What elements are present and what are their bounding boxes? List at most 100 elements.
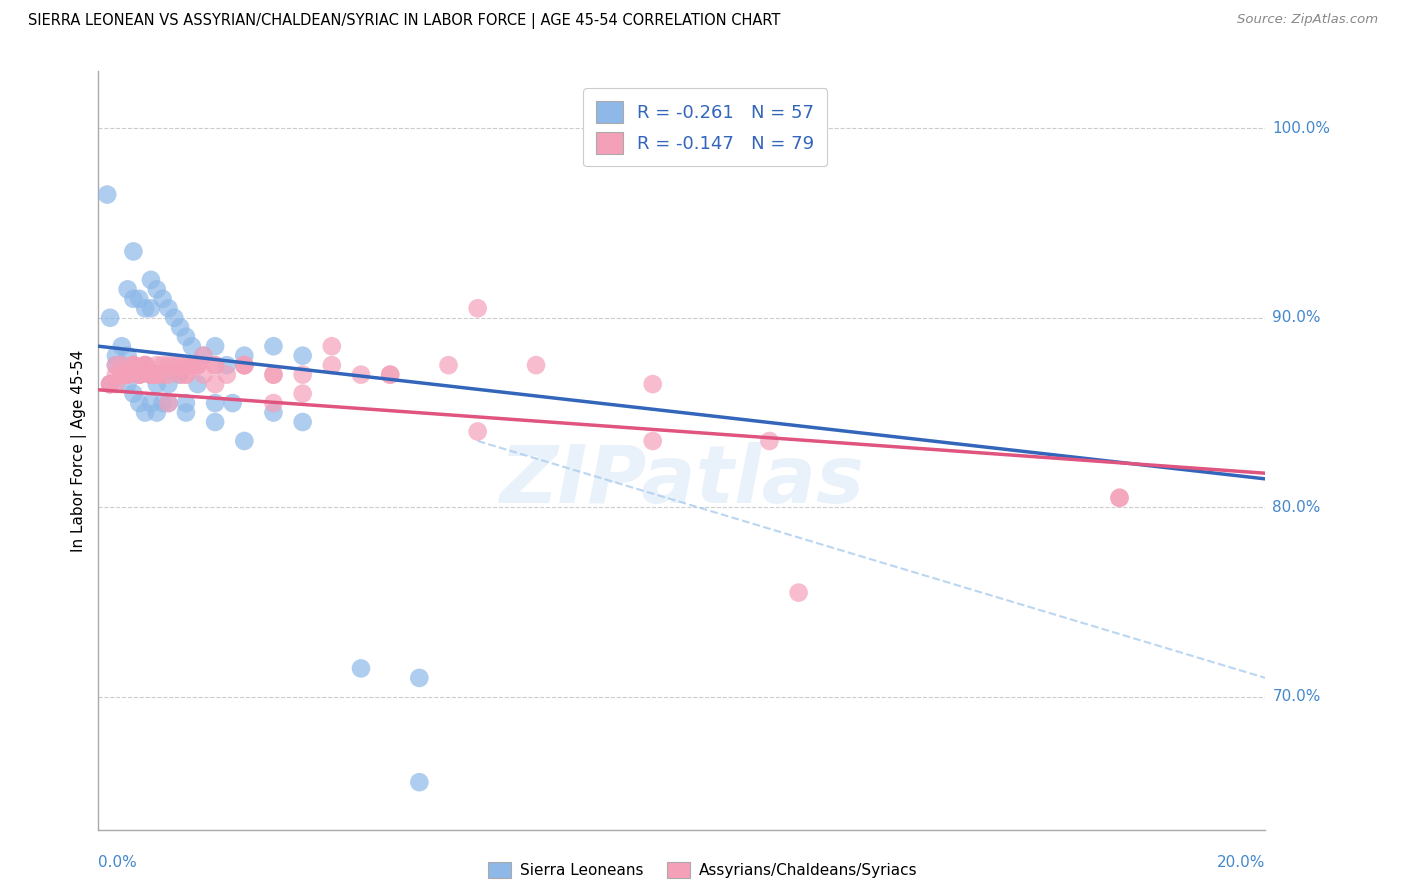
- Point: [128, 368, 150, 382]
- Point: [169, 368, 191, 382]
- Point: [98, 377, 121, 392]
- Text: 0.0%: 0.0%: [98, 855, 138, 870]
- Point: [233, 358, 256, 372]
- Point: [117, 377, 139, 392]
- Point: [174, 358, 197, 372]
- Point: [157, 396, 180, 410]
- Point: [152, 358, 174, 372]
- Point: [152, 396, 174, 410]
- Point: [163, 358, 186, 372]
- Point: [134, 358, 156, 372]
- Point: [263, 339, 285, 353]
- Point: [96, 187, 118, 202]
- Point: [215, 358, 238, 372]
- Point: [641, 377, 664, 392]
- Point: [122, 244, 145, 259]
- Point: [104, 358, 127, 372]
- Point: [204, 339, 226, 353]
- Point: [139, 368, 162, 382]
- Point: [98, 310, 121, 325]
- Text: Source: ZipAtlas.com: Source: ZipAtlas.com: [1237, 13, 1378, 27]
- Point: [187, 358, 209, 372]
- Point: [139, 273, 162, 287]
- Point: [157, 396, 180, 410]
- Point: [408, 775, 430, 789]
- Text: ZIPatlas: ZIPatlas: [499, 442, 865, 520]
- Point: [233, 434, 256, 448]
- Point: [787, 585, 810, 599]
- Point: [117, 349, 139, 363]
- Point: [350, 368, 373, 382]
- Point: [134, 358, 156, 372]
- Point: [98, 377, 121, 392]
- Point: [204, 415, 226, 429]
- Point: [758, 434, 780, 448]
- Point: [1108, 491, 1130, 505]
- Point: [263, 368, 285, 382]
- Point: [134, 358, 156, 372]
- Point: [139, 368, 162, 382]
- Point: [204, 377, 226, 392]
- Point: [157, 358, 180, 372]
- Point: [174, 405, 197, 419]
- Text: 90.0%: 90.0%: [1272, 310, 1320, 326]
- Point: [204, 358, 226, 372]
- Point: [641, 434, 664, 448]
- Point: [139, 368, 162, 382]
- Text: 100.0%: 100.0%: [1272, 120, 1330, 136]
- Point: [128, 368, 150, 382]
- Point: [117, 368, 139, 382]
- Point: [157, 377, 180, 392]
- Point: [146, 405, 169, 419]
- Point: [350, 661, 373, 675]
- Point: [111, 358, 134, 372]
- Point: [146, 377, 169, 392]
- Point: [104, 377, 127, 392]
- Point: [291, 368, 314, 382]
- Point: [163, 310, 186, 325]
- Point: [524, 358, 547, 372]
- Point: [180, 358, 202, 372]
- Point: [111, 339, 134, 353]
- Point: [169, 358, 191, 372]
- Point: [117, 282, 139, 296]
- Point: [111, 368, 134, 382]
- Point: [146, 282, 169, 296]
- Legend: R = -0.261   N = 57, R = -0.147   N = 79: R = -0.261 N = 57, R = -0.147 N = 79: [583, 88, 827, 166]
- Point: [215, 368, 238, 382]
- Y-axis label: In Labor Force | Age 45-54: In Labor Force | Age 45-54: [72, 350, 87, 551]
- Point: [408, 671, 430, 685]
- Point: [193, 349, 215, 363]
- Point: [122, 358, 145, 372]
- Point: [221, 396, 243, 410]
- Point: [174, 368, 197, 382]
- Text: SIERRA LEONEAN VS ASSYRIAN/CHALDEAN/SYRIAC IN LABOR FORCE | AGE 45-54 CORRELATIO: SIERRA LEONEAN VS ASSYRIAN/CHALDEAN/SYRI…: [28, 13, 780, 29]
- Point: [174, 330, 197, 344]
- Point: [291, 386, 314, 401]
- Point: [233, 358, 256, 372]
- Point: [146, 368, 169, 382]
- Point: [122, 292, 145, 306]
- Point: [380, 368, 402, 382]
- Point: [437, 358, 460, 372]
- Point: [146, 368, 169, 382]
- Point: [146, 358, 169, 372]
- Point: [291, 349, 314, 363]
- Point: [139, 301, 162, 316]
- Point: [139, 368, 162, 382]
- Point: [128, 292, 150, 306]
- Point: [169, 320, 191, 334]
- Point: [98, 377, 121, 392]
- Point: [263, 396, 285, 410]
- Point: [204, 396, 226, 410]
- Point: [111, 368, 134, 382]
- Point: [193, 368, 215, 382]
- Point: [467, 301, 489, 316]
- Point: [467, 425, 489, 439]
- Point: [263, 405, 285, 419]
- Point: [152, 292, 174, 306]
- Point: [380, 368, 402, 382]
- Point: [134, 405, 156, 419]
- Point: [321, 339, 343, 353]
- Point: [134, 301, 156, 316]
